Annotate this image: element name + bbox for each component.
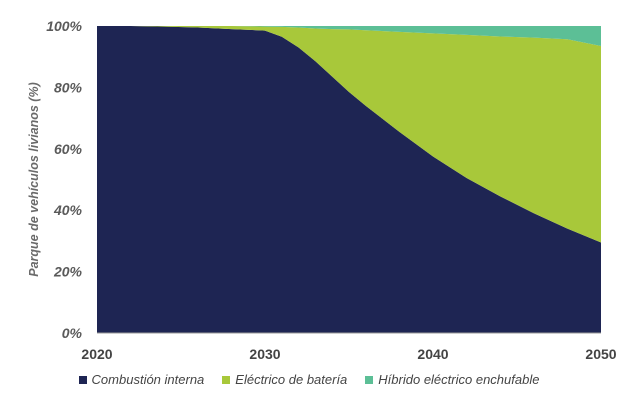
x-tick-label: 2040 xyxy=(417,346,448,362)
area-layer xyxy=(97,26,601,333)
legend-swatch xyxy=(222,375,231,384)
x-tick-label: 2050 xyxy=(585,346,616,362)
legend: Combustión interna Eléctrico de batería Hí… xyxy=(0,372,618,387)
area-series-1 xyxy=(97,26,601,333)
legend-label: Híbrido eléctrico enchufable xyxy=(378,372,540,387)
legend-swatch xyxy=(78,375,87,384)
x-tick-label: 2030 xyxy=(249,346,280,362)
legend-item-1: Combustión interna xyxy=(78,372,205,387)
legend-label: Eléctrico de batería xyxy=(235,372,348,387)
area-series-2 xyxy=(97,26,601,243)
y-tick-label: 80% xyxy=(54,79,83,95)
legend-label: Combustión interna xyxy=(91,372,205,387)
x-tick-label: 2020 xyxy=(81,346,112,362)
y-tick-label: 40% xyxy=(53,202,83,218)
legend-item-2: Eléctrico de batería xyxy=(222,372,347,387)
y-tick-label: 60% xyxy=(54,141,83,157)
y-tick-label: 0% xyxy=(62,325,83,341)
legend-swatch xyxy=(365,375,374,384)
area-series-3 xyxy=(97,26,601,46)
axes-layer: 0% 20% 40% 60% 80% 100% 2020 2030 2040 2050 Parque… xyxy=(27,18,617,362)
y-tick-label: 100% xyxy=(46,18,82,34)
y-axis-label: Parque de vehículos livianos (%) xyxy=(27,82,41,277)
y-tick-label: 20% xyxy=(53,264,83,280)
legend-item-3: Híbrido eléctrico enchufable xyxy=(365,372,539,387)
